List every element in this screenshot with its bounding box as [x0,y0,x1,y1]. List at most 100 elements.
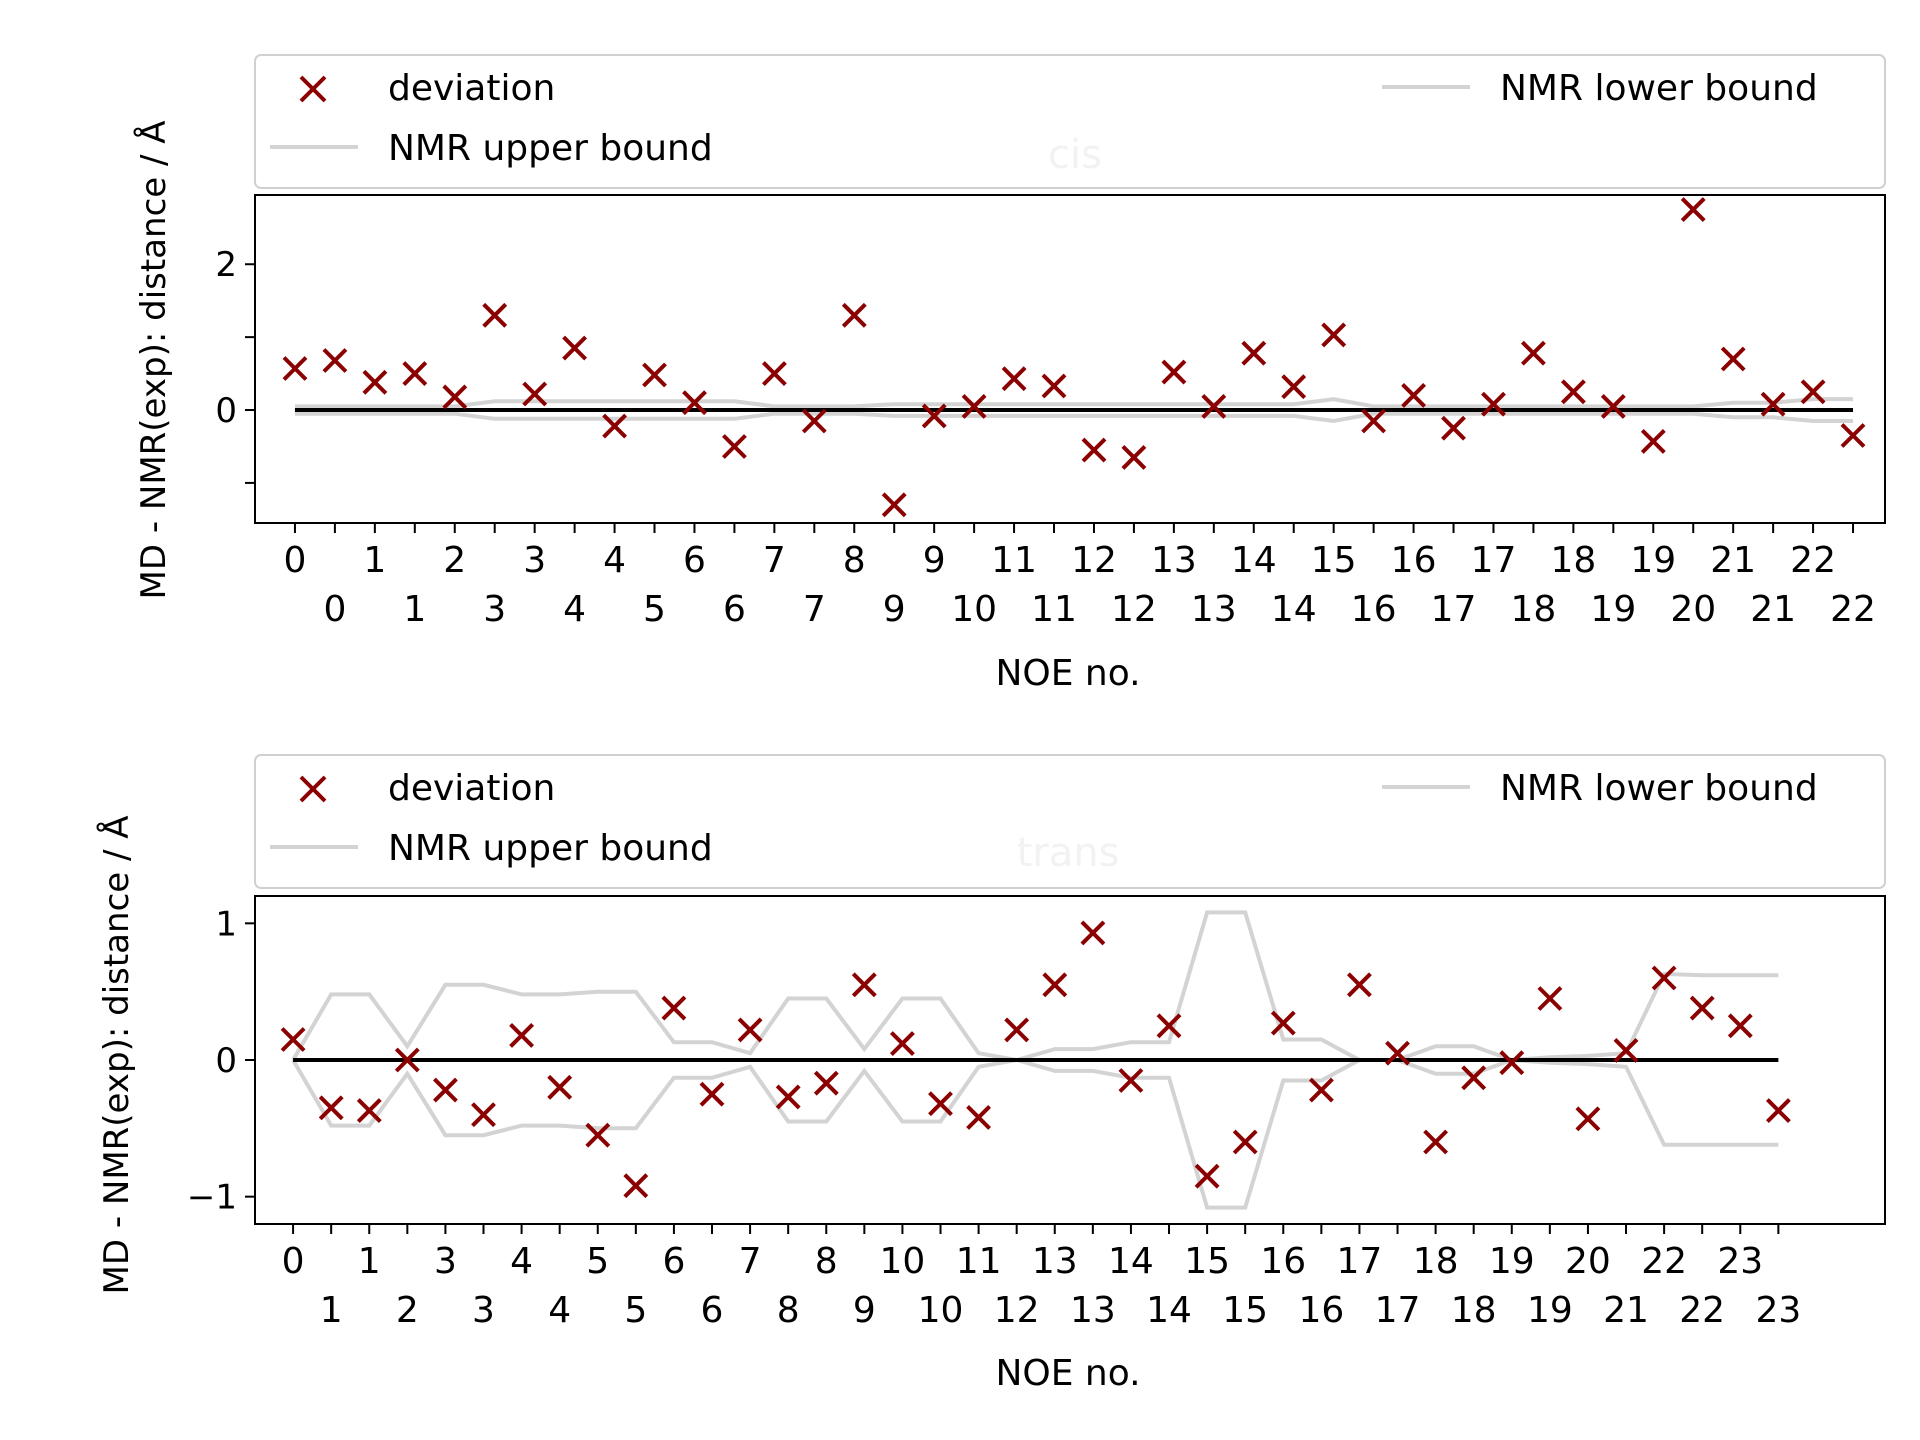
deviation-point [1499,1050,1525,1076]
lower-bound-line [291,1057,1779,1210]
deviation-point [1800,379,1826,405]
deviation-point [1004,1017,1030,1043]
x-tick-label: 12 [1111,589,1157,630]
deviation-point [889,1031,915,1057]
deviation-point [961,393,987,419]
deviation-point [775,1084,801,1110]
x-tick-label: 14 [1108,1241,1154,1282]
x-tick-label: 0 [323,589,346,630]
deviation-point [394,1047,420,1073]
x-tick-label: 21 [1603,1290,1649,1331]
deviation-point [1651,965,1677,991]
deviation-point [280,1027,306,1052]
x-tick-label: 17 [1375,1290,1421,1331]
deviation-point [1441,415,1466,441]
plot-area-cis: 0200112334456677899101111121213131414151… [215,197,1876,630]
x-tick-label: 9 [853,1290,876,1331]
x-tick-label: 14 [1146,1290,1192,1331]
deviation-point [699,1081,725,1107]
lower-bound-line [295,411,1853,424]
deviation-point [522,381,548,407]
x-tick-label: 8 [843,540,866,581]
deviation-point [813,1070,839,1096]
x-tick-label: 3 [434,1241,457,1282]
deviation-point [737,1017,763,1043]
deviation-point [1118,1068,1144,1093]
deviation-point [482,302,508,328]
deviation-point [1321,322,1347,348]
axes-frame-trans [254,895,1886,1225]
deviation-point [1080,920,1106,946]
deviation-point [623,1173,649,1199]
y-axis-label-cis: MD - NMR(exp): distance / Å [133,120,174,599]
deviation-point [801,408,827,434]
deviation-point [1575,1106,1601,1132]
deviation-point [661,995,687,1021]
x-tick-label: 21 [1750,589,1796,630]
x-tick-label: 21 [1710,540,1756,581]
x-tick-label: 0 [283,540,306,581]
deviation-point [642,362,667,388]
x-tick-label: 9 [923,540,946,581]
deviation-point [471,1102,496,1128]
deviation-point [1241,340,1267,366]
x-tick-label: 13 [1151,540,1197,581]
x-tick-label: 19 [1590,589,1636,630]
plot-area-trans: −101011233445566788910101112131314141515… [187,904,1801,1331]
deviation-point [282,356,308,381]
x-tick-label: 7 [803,589,826,630]
deviation-point [1840,423,1866,448]
deviation-point [928,1091,953,1117]
legend-deviation-label: deviation [388,768,555,809]
x-tick-label: 4 [603,540,626,581]
x-axis-label-cis: NOE no. [995,653,1140,694]
x-tick-label: 16 [1260,1241,1306,1282]
x-tick-label: 14 [1271,589,1317,630]
deviation-point [682,390,707,416]
deviation-point [1720,346,1746,372]
legend-upper-label: NMR upper bound [388,128,713,169]
deviation-point [547,1074,573,1100]
x-tick-label: 22 [1790,540,1836,581]
x-tick-label: 22 [1679,1290,1725,1331]
deviation-point [602,413,628,439]
x-tick-label: 19 [1630,540,1676,581]
deviation-point [1156,1013,1182,1039]
x-tick-label: 15 [1222,1290,1268,1331]
deviation-point [1689,995,1715,1021]
deviation-point [1001,366,1027,392]
legend-cis: deviation NMR upper bound NMR lower boun… [254,54,1886,189]
deviation-point [1727,1013,1753,1039]
x-tick-label: 6 [701,1290,724,1331]
x-tick-label: 8 [815,1241,838,1282]
x-tick-label: 8 [777,1290,800,1331]
deviation-point [761,361,787,387]
deviation-point [1361,408,1387,434]
x-tick-label: 16 [1351,589,1397,630]
x-tick-label: 17 [1431,589,1477,630]
deviation-point [881,492,907,518]
legend-deviation-marker [299,775,327,803]
x-tick-label: 17 [1337,1241,1383,1282]
x-tick-label: 14 [1231,540,1277,581]
y-tick-label: 0 [215,1041,237,1081]
x-tick-label: 19 [1489,1241,1535,1282]
deviation-point [562,335,588,361]
x-tick-label: 4 [548,1290,571,1331]
deviation-point [1481,391,1506,417]
deviation-point [1121,444,1147,470]
deviation-point [1385,1040,1410,1066]
x-tick-label: 12 [994,1290,1040,1331]
x-tick-label: 1 [403,589,426,630]
x-tick-label: 7 [763,540,786,581]
deviation-point [362,369,388,395]
x-tick-label: 6 [683,540,706,581]
x-tick-label: 18 [1413,1241,1459,1282]
x-tick-label: 5 [624,1290,647,1331]
x-tick-label: 7 [739,1241,762,1282]
deviation-point [921,403,947,429]
x-tick-label: 13 [1191,589,1237,630]
x-tick-label: 15 [1184,1241,1230,1282]
upper-bound-line [291,910,1779,1063]
